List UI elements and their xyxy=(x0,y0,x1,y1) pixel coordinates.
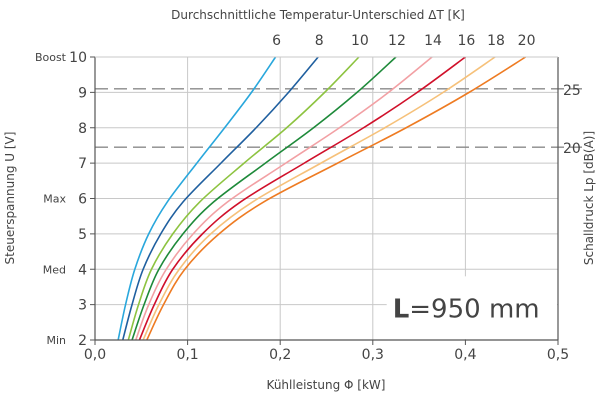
y-tick-label: 4 xyxy=(78,262,87,278)
series-lines xyxy=(117,56,527,341)
series-line-12 xyxy=(131,56,397,341)
y-tick-label: 3 xyxy=(78,298,87,314)
sound-level-lines xyxy=(95,88,582,148)
y-level-label: Med xyxy=(43,263,66,276)
series-label-8: 8 xyxy=(315,33,324,49)
y-tick-label: 2 xyxy=(78,333,87,349)
x-tick-label: 0,4 xyxy=(454,347,476,363)
annotation-background xyxy=(386,276,557,339)
x-tick-label: 0,2 xyxy=(269,347,291,363)
y-tick-label: 5 xyxy=(78,227,87,243)
series-line-10 xyxy=(127,56,360,341)
series-label-14: 14 xyxy=(424,33,442,49)
series-line-14 xyxy=(134,56,433,341)
sound-level-label: 25 xyxy=(563,83,581,99)
series-label-20: 20 xyxy=(518,33,536,49)
axes xyxy=(90,56,559,345)
y-tick-label: 6 xyxy=(78,192,87,208)
x-tick-label: 0,1 xyxy=(176,347,198,363)
series-label-6: 6 xyxy=(272,33,281,49)
y-tick-label: 10 xyxy=(69,50,87,66)
y-tick-label: 8 xyxy=(78,121,87,137)
series-line-6 xyxy=(117,56,277,341)
y-level-label: Max xyxy=(43,193,66,206)
series-label-18: 18 xyxy=(487,33,505,49)
series-label-16: 16 xyxy=(457,33,475,49)
y-tick-label: 7 xyxy=(78,156,87,172)
sound-level-label: 20 xyxy=(563,141,581,157)
y-tick-label: 9 xyxy=(78,85,87,101)
annotation-text: =950 mm xyxy=(409,294,539,324)
length-annotation: L=950 mm xyxy=(393,294,540,324)
y-axis-label: Steuerspannung U [V] xyxy=(3,132,17,265)
y2-axis-label: Schalldruck Lp [dB(A)] xyxy=(582,131,596,265)
series-line-18 xyxy=(142,56,496,341)
series-line-20 xyxy=(146,56,527,341)
annotation-prefix: L xyxy=(393,294,410,324)
x-axis-label: Kühlleistung Φ [kW] xyxy=(267,378,386,392)
series-label-12: 12 xyxy=(388,33,406,49)
y-level-label: Boost xyxy=(35,51,67,64)
series-label-10: 10 xyxy=(351,33,369,49)
annotation-box xyxy=(386,276,557,339)
series-line-8 xyxy=(122,56,319,341)
x-tick-label: 0,5 xyxy=(547,347,569,363)
x-tick-label: 0,0 xyxy=(84,347,106,363)
chart-title: Durchschnittliche Temperatur-Unterschied… xyxy=(171,8,465,22)
x-tick-label: 0,3 xyxy=(362,347,384,363)
y-level-label: Min xyxy=(46,334,66,347)
series-line-16 xyxy=(138,56,466,341)
